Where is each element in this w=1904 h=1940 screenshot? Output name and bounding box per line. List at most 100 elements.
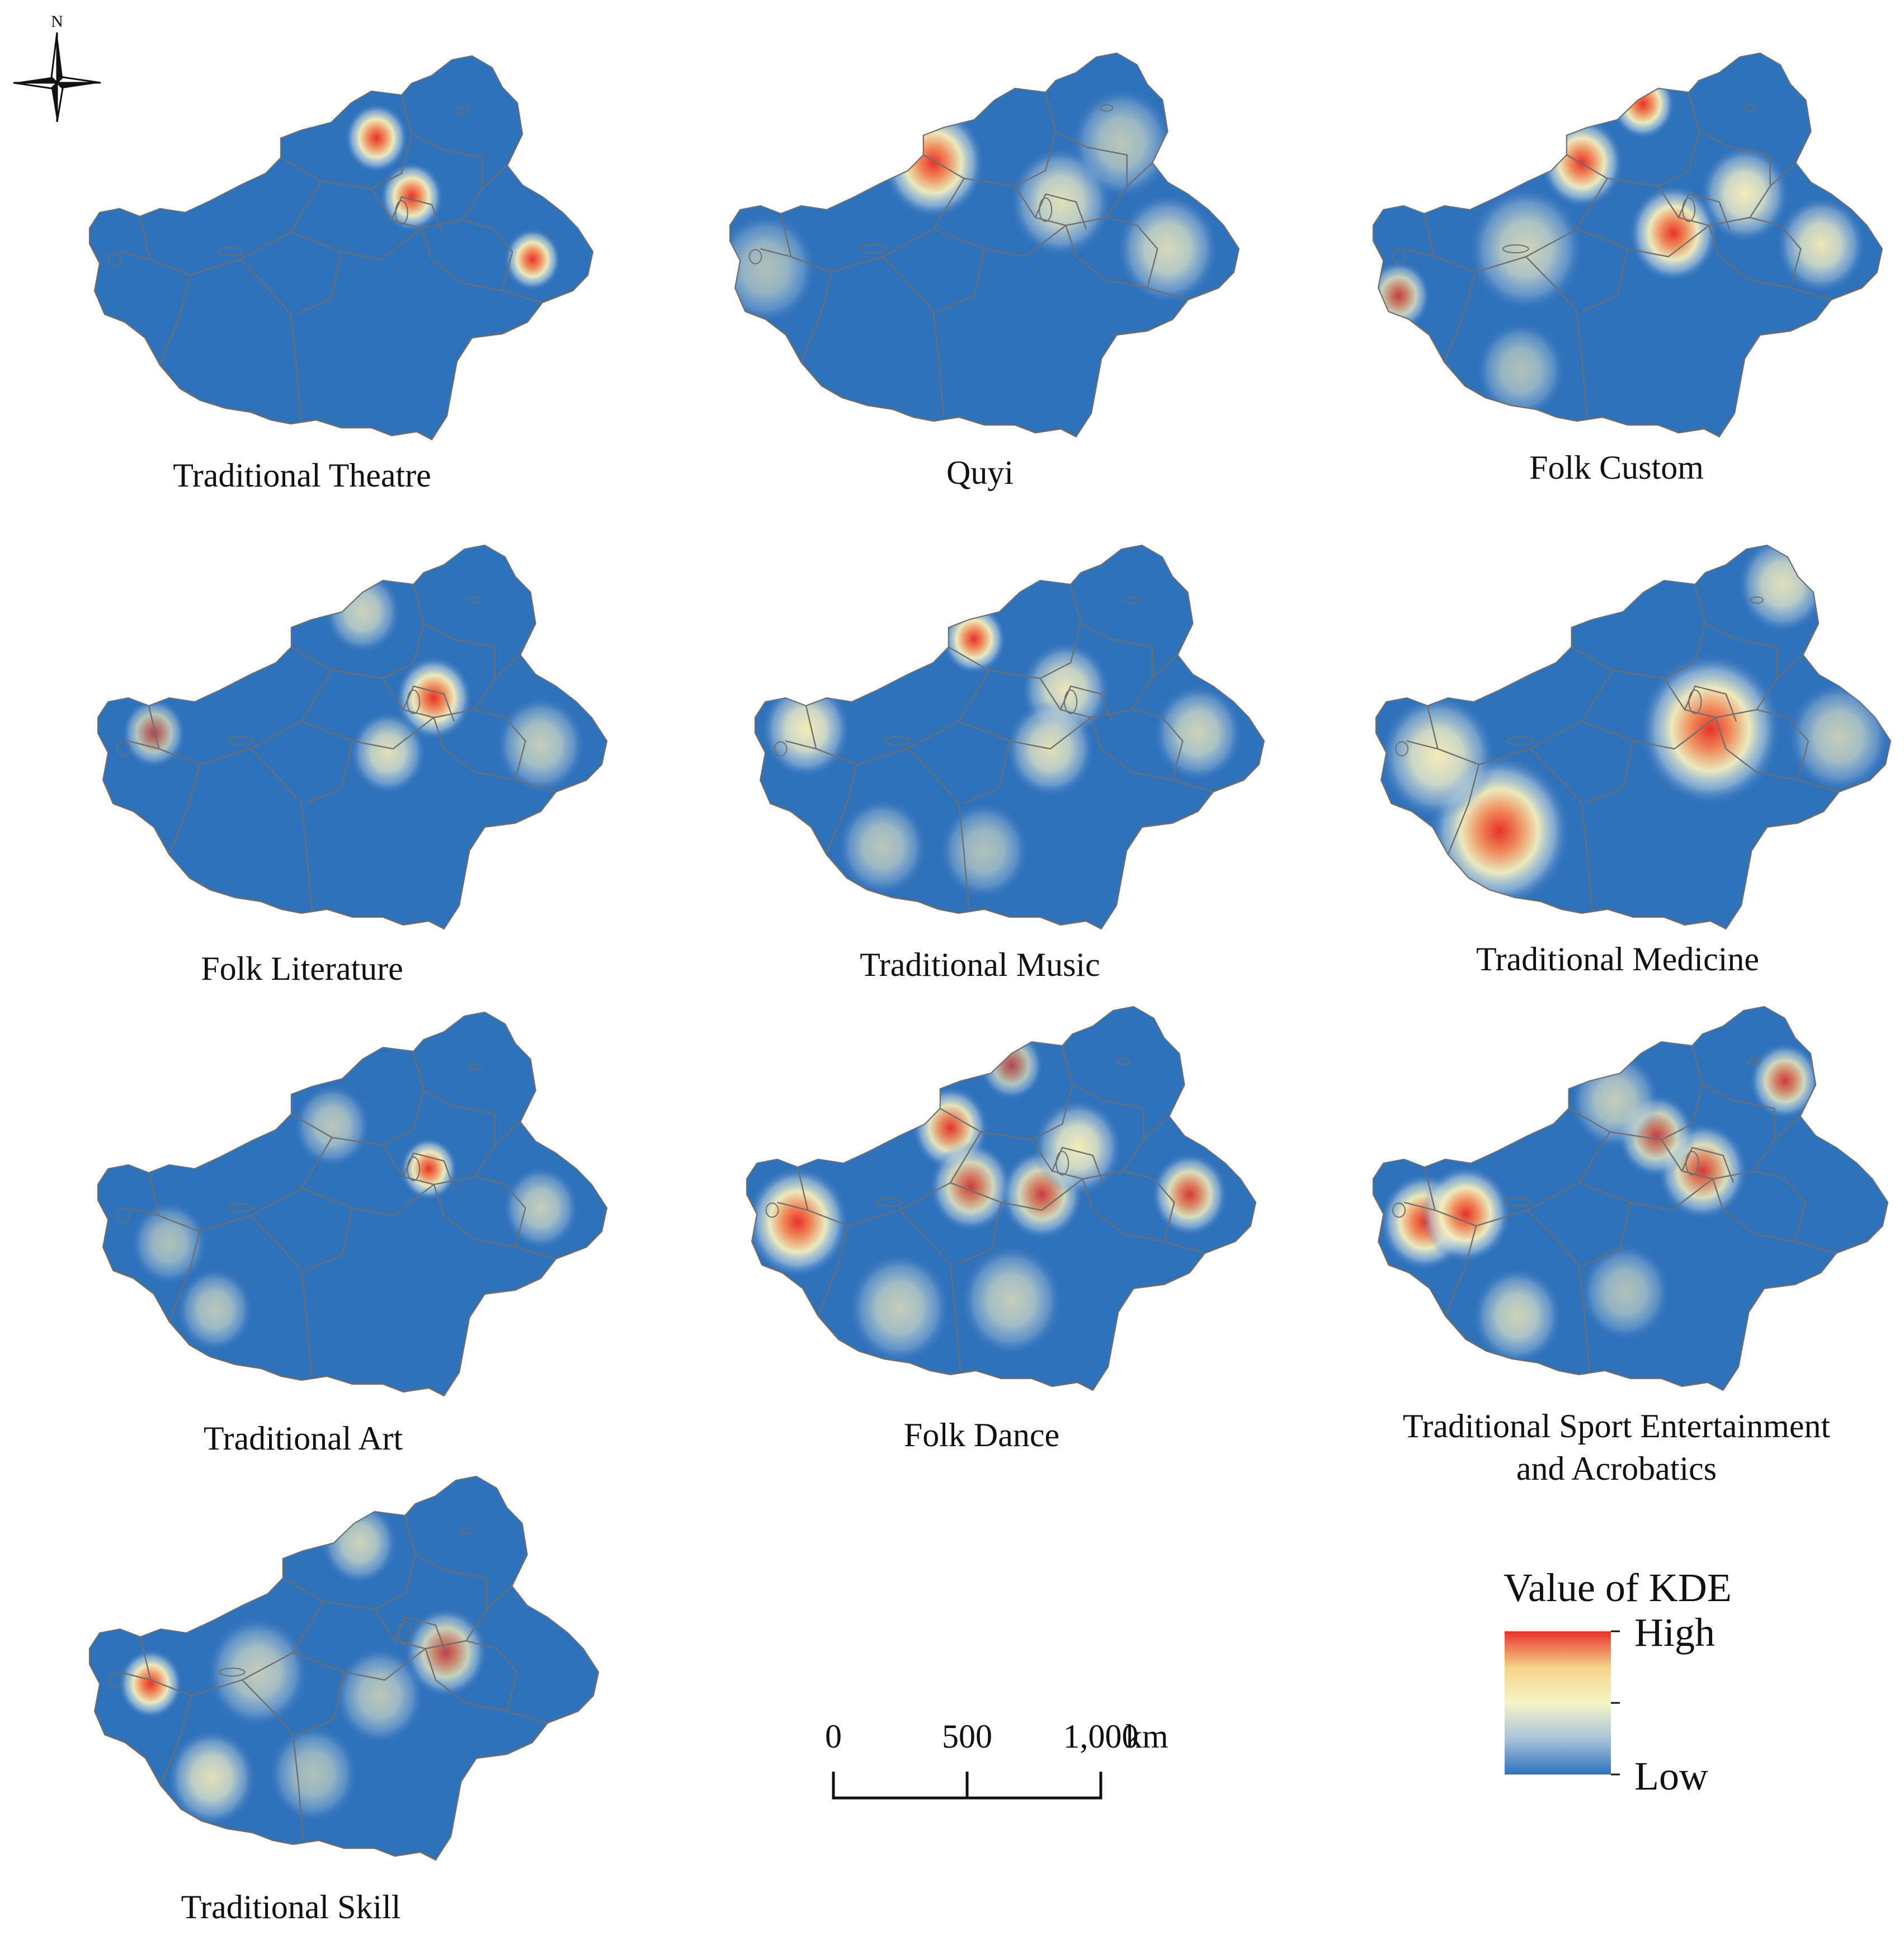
region-border <box>1372 52 1883 438</box>
admin-boundaries <box>1392 92 1832 418</box>
lake-outline <box>774 741 788 757</box>
boundary-line <box>414 1554 487 1609</box>
kde-hotspot <box>1116 193 1219 304</box>
map-panel: Folk Custom <box>1372 52 1883 486</box>
lake-outline <box>1747 1058 1761 1065</box>
kde-hotspot <box>1776 196 1866 294</box>
boundary-line <box>374 1585 513 1650</box>
kde-hotspot <box>1151 1153 1228 1236</box>
boundary-line <box>390 196 443 233</box>
panel-title: Folk Custom <box>1529 449 1704 486</box>
lake-outline <box>459 1527 473 1535</box>
boundary-line <box>461 219 513 291</box>
boundary-line <box>948 584 1082 679</box>
boundary-line <box>780 178 965 273</box>
lake-outline <box>116 1208 130 1224</box>
boundary-line <box>120 1671 151 1681</box>
panel-title: Traditional Medicine <box>1476 941 1759 978</box>
boundary-line <box>1426 670 1614 766</box>
boundary-line <box>394 1616 447 1653</box>
map-panel: Quyi <box>729 52 1240 491</box>
boundary-line <box>1080 622 1153 678</box>
lake-outline <box>455 107 469 115</box>
boundary-line <box>1663 654 1804 719</box>
map-panel: Folk Dance <box>746 1006 1257 1453</box>
boundary-line <box>1106 216 1158 289</box>
admin-boundaries <box>748 92 1189 418</box>
boundary-line <box>421 228 543 304</box>
boundary-line <box>963 740 1011 805</box>
boundary-line <box>402 685 455 722</box>
boundary-line <box>306 1207 354 1272</box>
boundary-line <box>817 1225 850 1316</box>
kde-hotspot <box>1700 145 1789 243</box>
boundary-line <box>1661 1116 1801 1180</box>
boundary-line <box>1705 622 1778 678</box>
region-border <box>97 1011 608 1397</box>
north-compass: N <box>13 12 101 122</box>
boundary-line <box>933 225 1067 258</box>
scale-bar: 0 500 1,000 km <box>825 1718 1168 1800</box>
kde-hotspot <box>1570 1052 1660 1149</box>
kde-hotspot <box>1737 545 1828 633</box>
boundary-line <box>800 272 833 363</box>
boundary-line <box>411 133 483 189</box>
admin-boundaries <box>765 1045 1205 1371</box>
kde-hotspot <box>502 1166 579 1250</box>
region-border <box>88 1475 600 1861</box>
panel-title: Quyi <box>946 454 1014 491</box>
boundary-line <box>785 740 817 750</box>
boundary-line <box>425 1648 548 1724</box>
kde-hotspot <box>837 798 927 895</box>
boundary-line <box>1657 162 1797 226</box>
boundary-line <box>291 584 425 679</box>
lake-outline <box>108 252 121 267</box>
boundary-line <box>1123 1170 1175 1242</box>
lake-outline <box>407 1157 421 1181</box>
kde-hotspot <box>1379 694 1496 819</box>
kde-hotspot <box>1472 1267 1563 1365</box>
kde-hotspot <box>747 1167 849 1277</box>
map-panels: Traditional Theatre Quyi Folk Custom Folk L… <box>88 52 1892 1925</box>
boundary-line <box>955 1202 1002 1266</box>
legend-ticks <box>1611 1630 1620 1776</box>
boundary-line <box>1583 1202 1632 1266</box>
boundary-line <box>291 1051 425 1146</box>
boundary-line <box>433 1184 557 1260</box>
boundary-line <box>1132 709 1184 781</box>
kde-hotspot <box>122 698 186 768</box>
boundary-line <box>139 1601 324 1697</box>
lake-outline <box>1125 596 1139 604</box>
kde-hotspot <box>1639 653 1782 806</box>
admin-boundaries <box>1394 584 1840 910</box>
boundary-line <box>402 1152 455 1189</box>
kde-hotspot <box>1373 261 1431 331</box>
lake-outline <box>1504 1198 1531 1207</box>
boundary-line <box>923 92 1057 187</box>
kde-hotspot <box>1476 322 1566 419</box>
boundary-line <box>159 275 191 366</box>
kde-hotspot <box>380 162 444 232</box>
boundary-line <box>290 228 422 261</box>
kde-hotspot <box>119 1649 183 1719</box>
kde-hotspot <box>1788 682 1891 792</box>
panel-title: Folk Dance <box>904 1417 1059 1453</box>
boundary-line <box>168 764 201 855</box>
kde-hotspot <box>730 213 817 324</box>
lake-outline <box>1750 596 1764 604</box>
boundary-line <box>423 622 496 678</box>
lake-outline <box>859 244 886 253</box>
admin-boundaries <box>116 584 557 910</box>
boundary-line <box>1424 1131 1611 1227</box>
boundary-line <box>1754 1170 1807 1242</box>
boundary-line <box>1586 740 1634 805</box>
boundary-line <box>242 1679 304 1841</box>
region-border <box>746 1006 1257 1391</box>
lake-outline <box>1743 104 1757 112</box>
boundary-line <box>148 670 333 766</box>
lake-outline <box>748 249 762 265</box>
boundary-line <box>1525 256 1588 418</box>
region-outline <box>89 56 593 440</box>
kde-hotspot <box>350 711 426 795</box>
scale-bar-line <box>832 1772 1102 1800</box>
